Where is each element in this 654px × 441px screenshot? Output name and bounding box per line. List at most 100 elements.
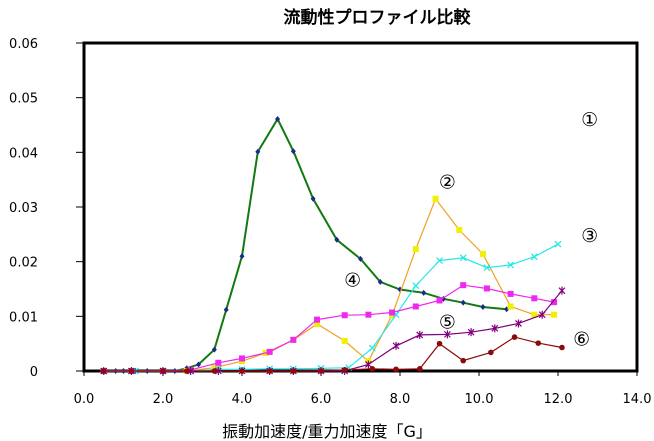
series-5-point [392,341,400,350]
y-tick-label: 0.02 [9,256,38,271]
series-1-point [310,195,316,202]
series-2-point [314,320,321,327]
series-6-line [103,336,563,372]
series-2-point [479,251,486,258]
series-1-point [196,361,202,368]
series-4-point [531,295,538,302]
series-labels: ① ② ③ ④ ⑤ ⑥ [344,109,598,350]
series-5-point [538,310,546,319]
series-5-point [515,319,522,328]
series-2-point [341,337,348,344]
series-4-point [239,355,245,362]
y-tick-label: 0.05 [9,92,38,107]
series-6-point [436,340,443,347]
x-tick-label: 2.0 [153,392,174,407]
series-5-label: ⑤ [439,311,456,333]
series-2-point [551,311,558,318]
series-6-point [416,366,423,372]
series-3-point [507,261,515,269]
series-4-point [507,290,514,297]
series-6-point [211,368,218,374]
series-2-label: ② [439,171,456,193]
series-5-point [467,328,475,337]
series-3-point [483,264,491,272]
series-4-point [436,297,443,304]
series-5-point [443,330,451,339]
series-3-point [368,344,376,352]
series-6-point [460,357,467,364]
series-5-point [416,330,424,339]
series-1-point [334,236,340,243]
x-tick-label: 8.0 [390,392,411,407]
series-2-point [211,364,218,371]
series-6-label: ⑥ [573,328,590,350]
series-1-point [275,115,281,122]
series-1-label: ① [581,109,598,131]
series-4-point [389,309,396,316]
x-tick-label: 14.0 [623,392,652,407]
series-6-point [393,366,399,373]
y-tick-label: 0.06 [9,37,38,52]
series-1-point [377,278,383,285]
series-4-point [551,299,558,306]
series-4-point [341,312,348,319]
series-6 [100,334,565,374]
series-6-point [183,368,190,374]
series-2-point [531,311,538,318]
x-tick-label: 6.0 [311,392,332,407]
series-1-point [460,299,466,306]
series-3-point [436,257,443,265]
series-5-point [491,324,499,333]
series-2-point [507,303,514,310]
series-4-label: ④ [344,269,361,291]
series-6-point [100,368,107,374]
series-1-point [239,253,245,260]
series-6-point [535,340,542,346]
series-4-point [460,282,467,289]
y-axis-ticks: 0 0.01 0.02 0.03 0.04 0.05 0.06 [9,37,84,380]
series-6-point [511,334,518,340]
series-1-point [358,255,363,262]
series-1-point [421,289,427,296]
series-4-point [215,359,222,366]
series-4-point [483,285,490,292]
y-tick-label: 0 [30,365,38,380]
series-3-point [530,253,538,261]
series-2-point [432,195,439,202]
series-2-point [456,226,463,233]
series-6-point [488,349,494,356]
y-tick-label: 0.01 [9,310,38,325]
series-6-point [128,368,135,374]
series-1-point [290,148,296,155]
series-2-point [412,246,419,253]
series-6-point [160,368,166,374]
series-6-point [341,367,348,373]
chart-title: 流動性プロファイル比較 [284,7,472,28]
series-2 [100,195,558,374]
series-6-point [369,366,376,372]
series-4 [100,282,558,374]
series-1-point [480,304,486,311]
series-6-point [290,368,297,374]
series-4-point [412,303,419,310]
series-1-point [255,148,261,155]
series-4-line [103,284,555,372]
plot-area-frame [82,41,639,373]
series-6-point [266,368,273,374]
x-tick-label: 0.0 [74,392,95,407]
x-tick-label: 12.0 [544,392,573,407]
series-4-point [365,311,372,318]
series-4-point [290,336,297,343]
series-4-point [314,316,321,323]
y-tick-label: 0.04 [9,146,38,161]
series-5 [100,286,566,375]
y-tick-label: 0.03 [9,201,38,216]
x-tick-label: 10.0 [465,392,494,407]
series-6-point [239,368,245,374]
series-3-point [459,254,467,262]
x-tick-label: 4.0 [232,392,253,407]
series-3-point [554,240,562,248]
series-5-point [364,360,372,369]
x-axis-label: 振動加速度/重力加速度「G」 [222,422,432,441]
